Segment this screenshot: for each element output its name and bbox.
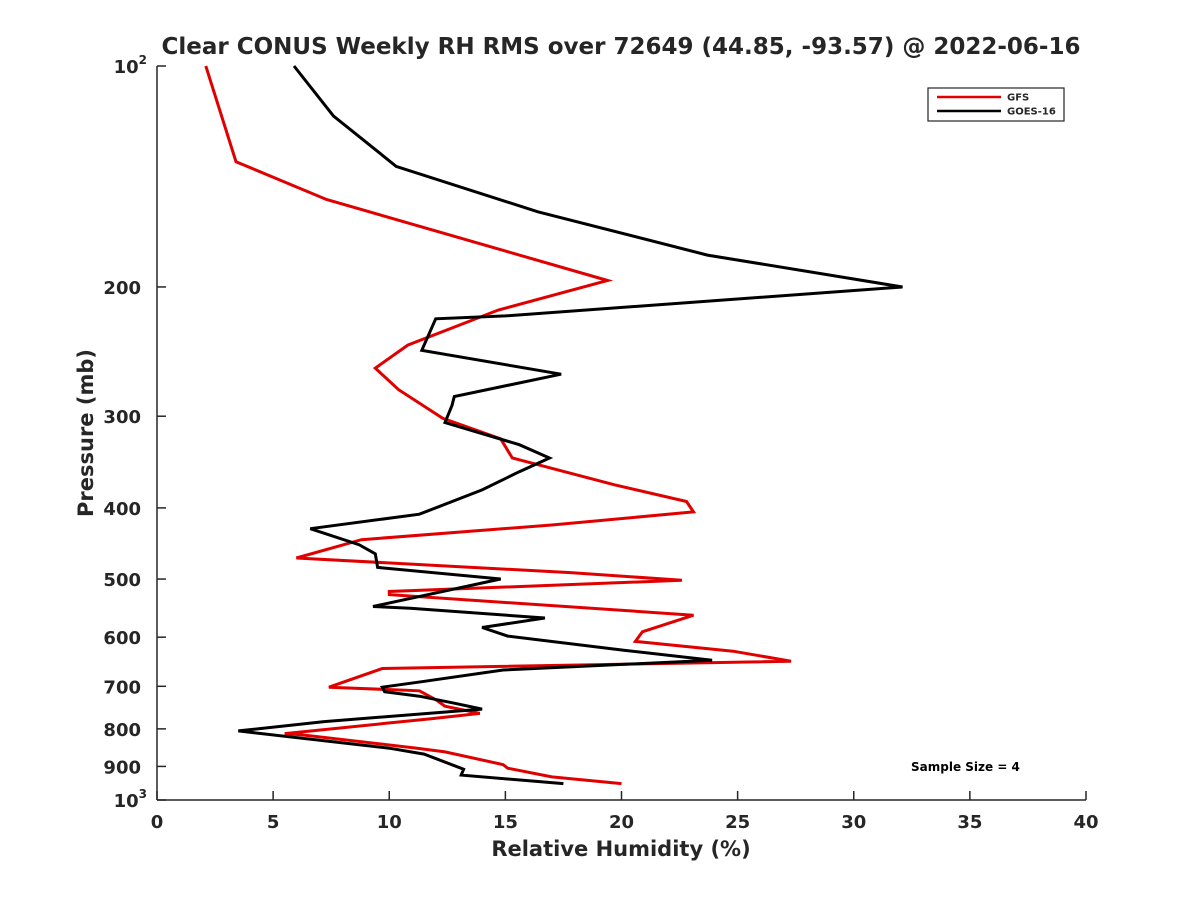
series-line-goes-16	[238, 65, 903, 786]
y-tick-label: 800	[103, 720, 141, 741]
x-tick-label: 15	[493, 812, 518, 833]
x-tick-label: 25	[725, 812, 750, 833]
x-tick-label: 20	[609, 812, 634, 833]
sample-size-annotation: Sample Size = 4	[911, 760, 1020, 774]
plot-area: 0 5 10 15 20 25 30 35 40 102 200 300 400 500 600 700 80…	[103, 53, 1098, 833]
y-tick-label: 500	[103, 570, 141, 591]
x-tick-label: 35	[957, 812, 982, 833]
legend: GFS GOES-16	[927, 87, 1065, 122]
y-tick-label: 200	[103, 278, 141, 299]
legend-label: GOES-16	[1007, 107, 1056, 118]
x-axis-ticks: 0 5 10 15 20 25 30 35 40	[151, 791, 1099, 833]
legend-box	[927, 87, 1065, 122]
y-tick-label: 700	[103, 677, 141, 698]
legend-entries: GFS GOES-16	[937, 93, 1056, 118]
y-axis-ticks: 102 200 300 400 500 600 700 800 900 103	[103, 53, 166, 812]
x-tick-label: 40	[1073, 812, 1098, 833]
y-tick-label: 400	[103, 499, 141, 520]
series-layer	[204, 65, 903, 786]
chart-title: Clear CONUS Weekly RH RMS over 72649 (44…	[162, 34, 1081, 60]
x-axis-label: Relative Humidity (%)	[491, 837, 750, 861]
y-tick-label: 300	[103, 407, 141, 428]
y-tick-label: 900	[103, 757, 141, 778]
legend-label: GFS	[1007, 93, 1029, 104]
x-tick-label: 10	[377, 812, 402, 833]
y-axis-label: Pressure (mb)	[74, 349, 98, 517]
series-line-gfs	[204, 65, 792, 786]
y-tick-label: 600	[103, 628, 141, 649]
y-tick-label: 102	[114, 53, 147, 78]
x-tick-label: 5	[267, 812, 280, 833]
x-tick-label: 0	[151, 812, 164, 833]
x-tick-label: 30	[841, 812, 866, 833]
y-tick-label: 103	[114, 787, 147, 812]
